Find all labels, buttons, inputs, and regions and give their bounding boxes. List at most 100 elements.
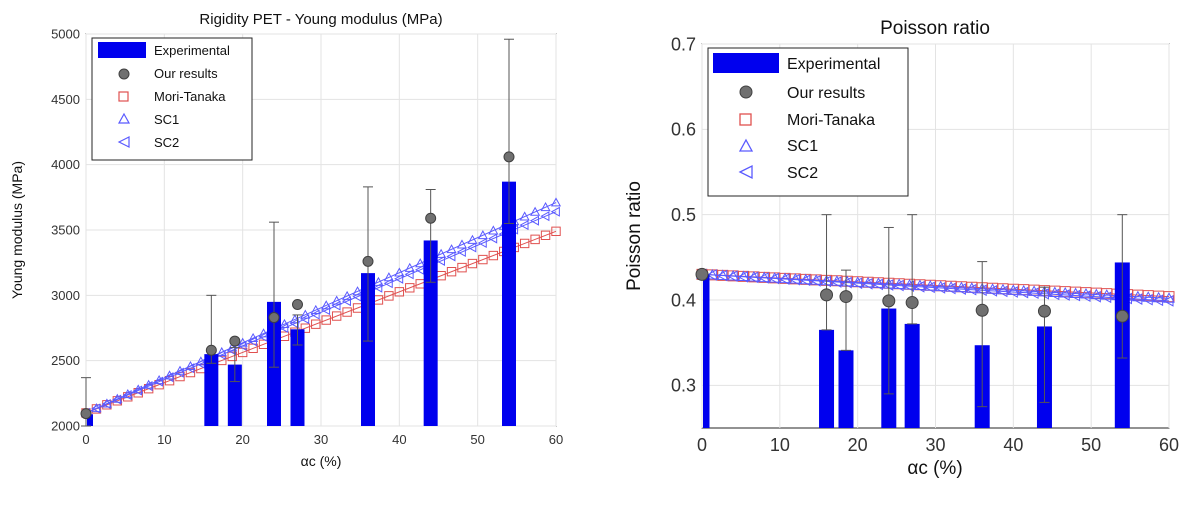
our-results-point (80, 408, 92, 420)
sc2-marker (1090, 290, 1101, 303)
legend: Experimental Our results Mori-Tanaka SC1… (707, 47, 909, 197)
mori-tanaka-marker (394, 287, 405, 297)
sc2-marker (706, 269, 717, 281)
sc1-marker (195, 356, 206, 366)
sc2-marker (913, 280, 925, 293)
mori-tanaka-marker (488, 250, 499, 261)
mori-tanaka-marker (467, 258, 478, 269)
x-tick-label: 0 (82, 432, 89, 447)
y-axis-label: Poisson ratio (624, 181, 645, 291)
experimental-bar (502, 181, 516, 426)
sc1-marker (446, 244, 457, 254)
our-results-point (882, 294, 896, 308)
y-tick-label: 5000 (51, 27, 80, 42)
mori-tanaka-marker (457, 262, 467, 273)
x-axis-label: αc (%) (301, 453, 342, 469)
our-results-point (1115, 309, 1129, 323)
legend-label-mori-tanaka: Mori-Tanaka (154, 89, 226, 104)
sc1-marker (550, 197, 562, 207)
x-tick-label: 20 (848, 435, 868, 455)
young-modulus-chart: 0 10 20 30 40 50 60 2000 2500 3000 3500 4000 4500 500… (9, 11, 563, 469)
sc1-marker (1048, 286, 1061, 297)
sc2-marker (778, 273, 790, 285)
sc2-marker (1079, 290, 1091, 303)
sc2-marker (320, 305, 331, 316)
legend-label-sc1: SC1 (154, 112, 179, 127)
sc2-marker (1059, 289, 1070, 301)
sc1-marker (289, 314, 300, 324)
sc2-marker (1152, 294, 1164, 307)
sc2-marker (300, 313, 310, 325)
tick-labels: 0 10 20 30 40 50 60 0.3 0.4 0.5 0.6 0.7 (671, 34, 1179, 455)
legend-marker-our-results (739, 85, 753, 99)
experimental-bar (204, 354, 219, 426)
sc2-marker (1100, 291, 1112, 304)
legend-marker-mori-tanaka (118, 91, 129, 102)
our-results-point (503, 151, 515, 163)
experimental-bar (819, 329, 835, 428)
legend-label-our-results: Our results (787, 85, 865, 102)
our-results-point (425, 212, 437, 224)
sc1-marker (185, 360, 196, 371)
sc2-marker (1017, 286, 1029, 299)
sc1-marker (174, 365, 186, 375)
mori-tanaka-marker (530, 234, 540, 245)
sc1-marker (467, 234, 478, 244)
y-tick-label: 4500 (51, 92, 80, 107)
experimental-bar (838, 350, 854, 428)
sc1-marker (488, 225, 499, 235)
sc2-marker (862, 277, 873, 290)
sc1-marker (519, 211, 530, 221)
sc2-marker (216, 349, 226, 360)
our-results-point (362, 255, 374, 267)
sc1-marker (1059, 286, 1072, 298)
sc2-marker (830, 276, 842, 288)
sc2-marker (529, 215, 539, 226)
sc1-marker (1080, 288, 1092, 299)
legend-marker-sc2 (117, 136, 130, 148)
sc2-marker (477, 237, 487, 249)
poisson-ratio-chart: 0 10 20 30 40 50 60 0.3 0.4 0.5 0.6 0.7 Poisson rat… (624, 18, 1179, 479)
mori-tanaka-marker (321, 315, 331, 325)
mori-tanaka-marker (446, 266, 457, 277)
sc2-marker (996, 285, 1008, 298)
x-tick-label: 40 (1003, 435, 1023, 455)
our-results-point (975, 303, 989, 317)
x-tick-label: 10 (770, 435, 790, 455)
sc2-marker (247, 336, 257, 347)
mori-tanaka-marker (540, 230, 551, 241)
sc2-marker (903, 280, 915, 293)
our-results-point (905, 296, 919, 310)
sc2-marker (352, 291, 362, 302)
sc2-marker (404, 269, 414, 280)
sc1-marker (321, 300, 332, 310)
sc1-marker (310, 304, 321, 314)
sc2-marker (810, 275, 821, 287)
sc2-marker (112, 394, 122, 405)
grid (701, 43, 1170, 428)
sc2-marker (747, 271, 759, 284)
sc2-marker (1162, 295, 1174, 307)
chart-title: Poisson ratio (880, 18, 990, 39)
sc2-marker (851, 277, 863, 290)
sc2-marker (540, 211, 550, 222)
sc2-marker (799, 274, 811, 287)
sc2-marker (435, 255, 445, 266)
legend-label-mori-tanaka: Mori-Tanaka (787, 112, 875, 129)
sc1-marker (1152, 291, 1165, 303)
mori-tanaka-marker (154, 379, 164, 390)
legend-marker-our-results (118, 68, 130, 80)
mori-tanaka-marker (331, 311, 342, 321)
x-tick-label: 30 (925, 435, 945, 455)
sc1-marker (748, 271, 760, 282)
legend-label-our-results: Our results (154, 66, 218, 81)
y-tick-label: 3000 (51, 288, 80, 303)
sc2-marker (789, 273, 800, 286)
sc2-marker (383, 278, 393, 289)
tick-labels: 0 10 20 30 40 50 60 2000 2500 3000 3500 4000 4500 500… (51, 27, 563, 447)
our-results-point (695, 267, 709, 281)
experimental-bar (290, 329, 305, 426)
sc2-marker (1142, 293, 1153, 306)
y-tick-label: 0.3 (671, 376, 696, 396)
sc1-marker (404, 262, 415, 272)
